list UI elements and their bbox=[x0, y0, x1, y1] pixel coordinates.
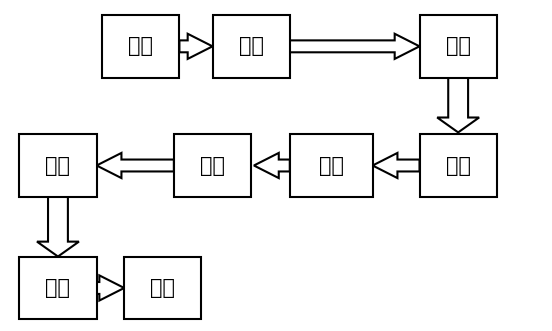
Text: 打孔: 打孔 bbox=[238, 36, 264, 56]
Text: 印刷: 印刷 bbox=[445, 36, 471, 56]
Text: 烧结: 烧结 bbox=[200, 156, 225, 175]
Polygon shape bbox=[373, 153, 420, 178]
Text: 后烧: 后烧 bbox=[150, 278, 176, 298]
Bar bbox=[420, 134, 497, 197]
Polygon shape bbox=[97, 153, 174, 178]
Polygon shape bbox=[437, 76, 479, 132]
Polygon shape bbox=[37, 197, 79, 257]
Text: 层压: 层压 bbox=[319, 156, 344, 175]
Text: 取料: 取料 bbox=[128, 36, 153, 56]
Bar bbox=[19, 134, 97, 197]
Text: 叠片: 叠片 bbox=[445, 156, 471, 175]
Bar bbox=[420, 15, 497, 78]
Polygon shape bbox=[254, 153, 290, 178]
Text: 熟切: 熟切 bbox=[45, 156, 71, 175]
Bar bbox=[102, 15, 179, 78]
Bar bbox=[174, 134, 251, 197]
Text: 侧涂: 侧涂 bbox=[45, 278, 71, 298]
Polygon shape bbox=[290, 34, 420, 59]
Bar bbox=[19, 257, 97, 319]
Polygon shape bbox=[97, 275, 124, 301]
Bar bbox=[124, 257, 201, 319]
Bar bbox=[213, 15, 290, 78]
Polygon shape bbox=[179, 34, 213, 59]
Bar bbox=[290, 134, 373, 197]
